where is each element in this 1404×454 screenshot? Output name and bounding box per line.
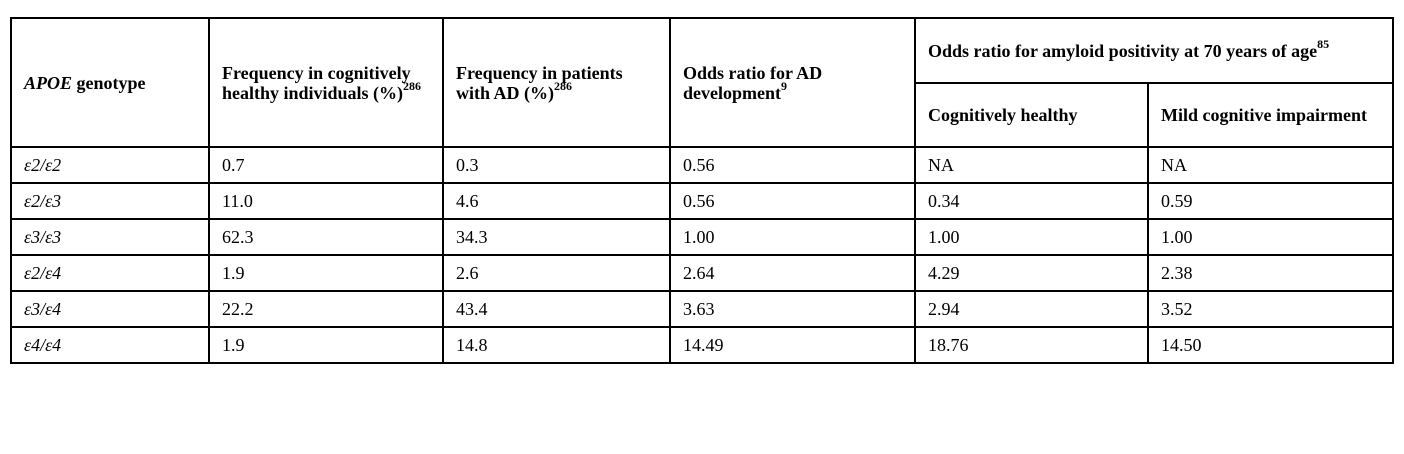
table-header: APOE genotype Frequency in cognitively h…: [10, 17, 1394, 148]
cell-amyloid-healthy: 2.94: [914, 290, 1149, 328]
header-odds-amyloid-text: Odds ratio for amyloid positivity at 70 …: [928, 40, 1318, 61]
cell-freq-healthy: 1.9: [208, 326, 444, 364]
header-odds-amyloid-group: Odds ratio for amyloid positivity at 70 …: [914, 17, 1394, 84]
table-row: ε2/ε4 1.9 2.6 2.64 4.29 2.38: [10, 254, 1394, 292]
table-row: ε2/ε2 0.7 0.3 0.56 NA NA: [10, 146, 1394, 184]
cell-genotype: ε2/ε4: [10, 254, 210, 292]
cell-amyloid-healthy: 0.34: [914, 182, 1149, 220]
cell-amyloid-mci: NA: [1147, 146, 1394, 184]
cell-odds-ad: 0.56: [669, 146, 916, 184]
header-sub-healthy: Cognitively healthy: [914, 82, 1149, 148]
cell-amyloid-mci: 1.00: [1147, 218, 1394, 256]
table-body: ε2/ε2 0.7 0.3 0.56 NA NA ε2/ε3 11.0 4.6 …: [10, 146, 1394, 364]
header-odds-amyloid-ref: 85: [1317, 36, 1330, 51]
cell-amyloid-mci: 2.38: [1147, 254, 1394, 292]
header-odds-ad-text: Odds ratio for AD development: [683, 62, 823, 103]
cell-freq-ad: 4.6: [442, 182, 671, 220]
header-freq-ad: Frequency in patients with AD (%)286: [442, 17, 671, 148]
cell-odds-ad: 1.00: [669, 218, 916, 256]
table-row: ε3/ε4 22.2 43.4 3.63 2.94 3.52: [10, 290, 1394, 328]
header-row-1: APOE genotype Frequency in cognitively h…: [10, 17, 1394, 148]
table-row: ε2/ε3 11.0 4.6 0.56 0.34 0.59: [10, 182, 1394, 220]
header-sub-mci: Mild cognitive impairment: [1147, 82, 1394, 148]
cell-freq-ad: 34.3: [442, 218, 671, 256]
cell-freq-healthy: 11.0: [208, 182, 444, 220]
cell-amyloid-healthy: 18.76: [914, 326, 1149, 364]
cell-freq-healthy: 62.3: [208, 218, 444, 256]
cell-freq-healthy: 22.2: [208, 290, 444, 328]
apoe-genotype-table: APOE genotype Frequency in cognitively h…: [10, 17, 1394, 364]
cell-freq-ad: 2.6: [442, 254, 671, 292]
header-freq-healthy-text: Frequency in cognitively healthy individ…: [222, 62, 411, 103]
cell-odds-ad: 3.63: [669, 290, 916, 328]
table-row: ε3/ε3 62.3 34.3 1.00 1.00 1.00: [10, 218, 1394, 256]
cell-genotype: ε2/ε2: [10, 146, 210, 184]
cell-genotype: ε4/ε4: [10, 326, 210, 364]
header-row-2: Cognitively healthy Mild cognitive impai…: [11, 82, 1394, 148]
cell-genotype: ε2/ε3: [10, 182, 210, 220]
cell-freq-healthy: 1.9: [208, 254, 444, 292]
cell-genotype: ε3/ε4: [10, 290, 210, 328]
table-row: ε4/ε4 1.9 14.8 14.49 18.76 14.50: [10, 326, 1394, 364]
cell-amyloid-mci: 3.52: [1147, 290, 1394, 328]
header-odds-ad: Odds ratio for AD development9: [669, 17, 916, 148]
apoe-table-container: APOE genotype Frequency in cognitively h…: [10, 17, 1394, 364]
cell-odds-ad: 14.49: [669, 326, 916, 364]
header-odds-ad-ref: 9: [781, 78, 787, 93]
header-freq-healthy-ref: 286: [403, 78, 422, 93]
header-genotype-italic: APOE: [24, 72, 73, 93]
cell-freq-ad: 0.3: [442, 146, 671, 184]
cell-odds-ad: 2.64: [669, 254, 916, 292]
cell-amyloid-healthy: 4.29: [914, 254, 1149, 292]
cell-freq-ad: 43.4: [442, 290, 671, 328]
cell-amyloid-healthy: 1.00: [914, 218, 1149, 256]
header-freq-ad-ref: 286: [554, 78, 572, 93]
cell-freq-ad: 14.8: [442, 326, 671, 364]
cell-freq-healthy: 0.7: [208, 146, 444, 184]
header-freq-healthy: Frequency in cognitively healthy individ…: [208, 17, 444, 148]
cell-amyloid-mci: 14.50: [1147, 326, 1394, 364]
header-freq-ad-text: Frequency in patients with AD (%): [456, 62, 623, 103]
header-genotype-rest: genotype: [72, 72, 146, 93]
cell-odds-ad: 0.56: [669, 182, 916, 220]
cell-genotype: ε3/ε3: [10, 218, 210, 256]
header-genotype: APOE genotype: [10, 17, 210, 148]
cell-amyloid-healthy: NA: [914, 146, 1149, 184]
cell-amyloid-mci: 0.59: [1147, 182, 1394, 220]
